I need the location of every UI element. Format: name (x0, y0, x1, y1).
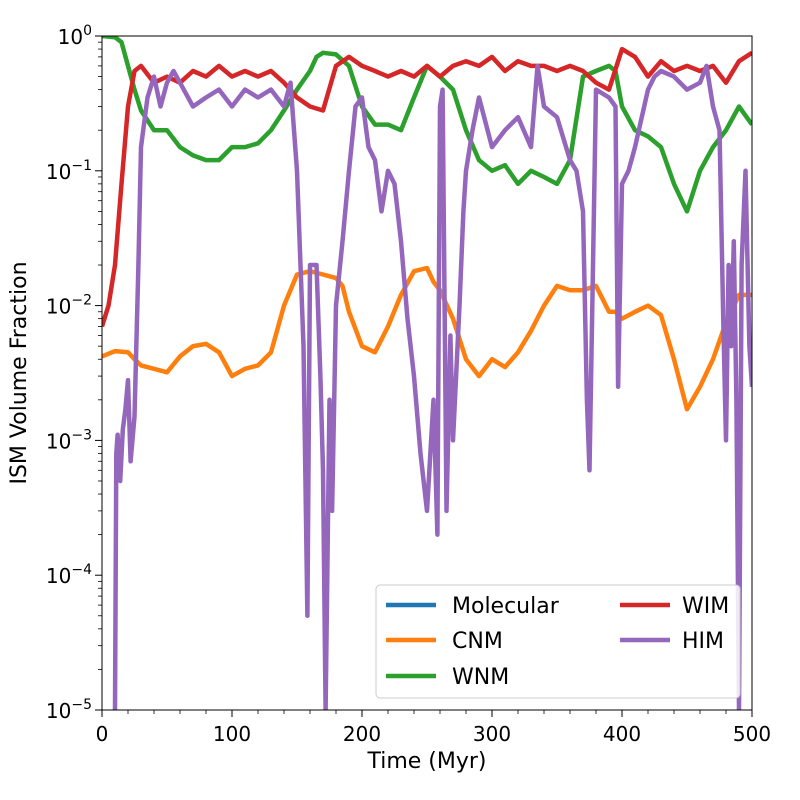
series-line-cnm (102, 265, 752, 412)
x-tick-label: 400 (603, 722, 641, 746)
legend-label-wnm: WNM (452, 665, 509, 690)
series-layer (102, 36, 752, 710)
y-tick-label: 10−4 (46, 562, 92, 588)
y-axis: 100 10−1 10−2 10−3 10−4 10−5 (46, 23, 102, 723)
legend-label-cnm: CNM (452, 629, 503, 654)
x-tick-label: 300 (473, 722, 511, 746)
legend-frame (375, 584, 741, 699)
plot-area-frame (101, 35, 753, 711)
x-tick-label: 100 (213, 722, 251, 746)
x-axis: 0 100 200 300 400 500 (96, 710, 771, 746)
x-axis-title: Time (Myr) (366, 749, 486, 774)
series-line-him (112, 63, 752, 710)
legend-label-molecular: Molecular (452, 594, 560, 619)
y-tick-label: 100 (58, 23, 92, 49)
y-tick-label: 10−3 (46, 427, 92, 453)
x-tick-label: 0 (96, 722, 109, 746)
x-tick-label: 500 (733, 722, 771, 746)
x-tick-label: 200 (343, 722, 381, 746)
legend-label-him: HIM (682, 629, 724, 654)
y-axis-title: ISM Volume Fraction (7, 261, 32, 484)
series-line-wim (102, 46, 752, 328)
y-tick-label: 10−1 (46, 158, 92, 184)
legend-label-wim: WIM (682, 594, 729, 619)
y-tick-label: 10−2 (46, 293, 92, 319)
legend: Molecular CNM WNM WIM HIM (375, 584, 741, 699)
y-tick-label: 10−5 (46, 697, 92, 723)
series-line-wnm (102, 36, 752, 214)
